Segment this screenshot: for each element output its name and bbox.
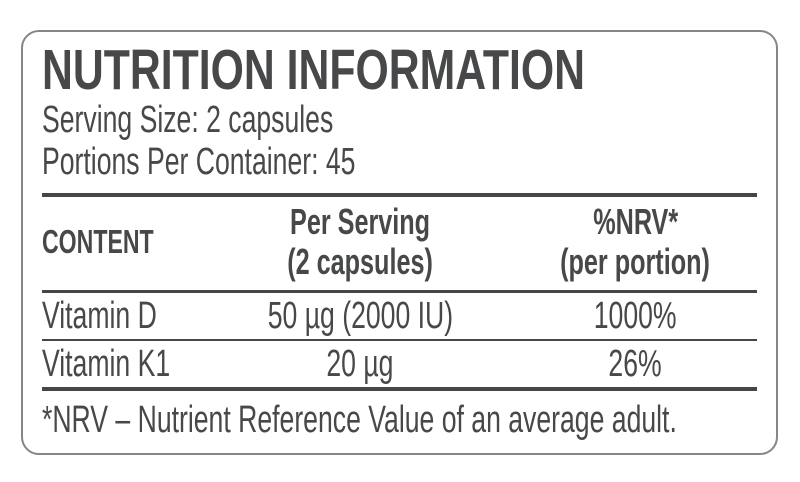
nrv-footnote-text: *NRV – Nutrient Reference Value of an av…: [42, 399, 677, 441]
nutrient-nrv-percent: 1000%: [594, 295, 677, 337]
nutrient-name: Vitamin D: [42, 295, 157, 337]
cell-nrv: 26%: [513, 340, 757, 391]
column-header-nrv: %NRV* (per portion): [513, 195, 757, 293]
nutrition-table: CONTENT Per Serving (2 capsules) %NRV*: [42, 193, 757, 391]
column-header-nrv-line2: (per portion): [560, 241, 711, 282]
nutrition-facts-panel: NUTRITION INFORMATION Serving Size: 2 ca…: [21, 30, 778, 455]
column-header-per-serving: Per Serving (2 capsules): [206, 195, 514, 293]
cell-per-serving: 20 µg: [206, 340, 514, 391]
nrv-footnote: *NRV – Nutrient Reference Value of an av…: [42, 399, 757, 441]
column-header-per-serving-line1: Per Serving: [290, 201, 431, 242]
nutrient-nrv-percent: 26%: [608, 343, 663, 385]
serving-size-line: Serving Size: 2 capsules: [42, 99, 757, 141]
portions-per-container-text: Portions Per Container: 45: [42, 141, 356, 183]
column-header-per-serving-line2: (2 capsules): [287, 241, 433, 282]
cell-content: Vitamin D: [42, 291, 207, 341]
table-row-vitamin-d: Vitamin D 50 µg (2000 IU) 1000%: [42, 291, 757, 341]
table-header-row: CONTENT Per Serving (2 capsules) %NRV*: [42, 195, 757, 293]
nutrient-name: Vitamin K1: [42, 343, 171, 385]
column-header-content: CONTENT: [42, 195, 207, 293]
nutrient-amount: 20 µg: [326, 343, 394, 385]
column-header-content-text: CONTENT: [42, 223, 154, 260]
portions-per-container-line: Portions Per Container: 45: [42, 141, 757, 183]
panel-title: NUTRITION INFORMATION: [42, 42, 757, 99]
table-row-vitamin-k1: Vitamin K1 20 µg 26%: [42, 340, 757, 391]
cell-content: Vitamin K1: [42, 340, 207, 391]
nutrient-amount: 50 µg (2000 IU): [267, 295, 453, 337]
serving-size-text: Serving Size: 2 capsules: [42, 99, 334, 141]
panel-title-text: NUTRITION INFORMATION: [42, 38, 586, 102]
cell-nrv: 1000%: [513, 291, 757, 341]
cell-per-serving: 50 µg (2000 IU): [206, 291, 514, 341]
column-header-nrv-line1: %NRV*: [592, 201, 678, 242]
